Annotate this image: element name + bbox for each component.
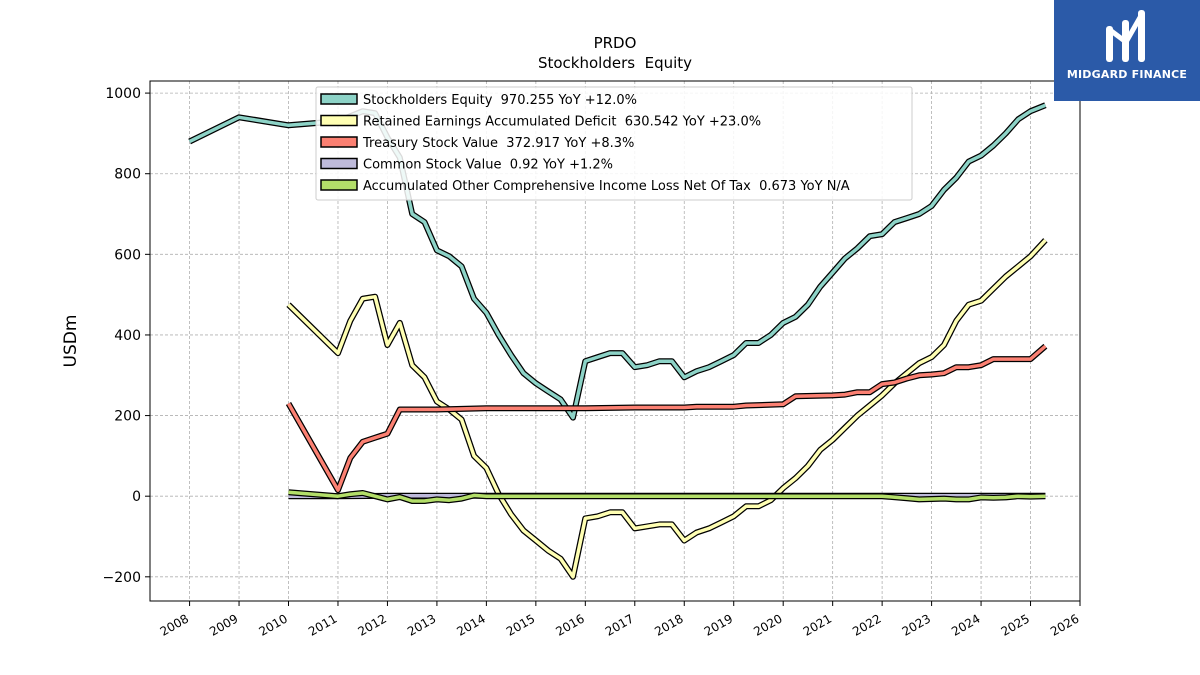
x-tick-label: 2010 bbox=[257, 611, 290, 638]
legend-swatch bbox=[320, 179, 358, 191]
x-tick-label: 2011 bbox=[306, 611, 339, 638]
legend: Stockholders Equity 970.255 YoY +12.0% Re… bbox=[315, 86, 913, 201]
legend-entry: Treasury Stock Value 372.917 YoY +8.3% bbox=[362, 136, 634, 151]
series-3 bbox=[285, 343, 1048, 494]
chart-subtitle: Stockholders Equity bbox=[538, 54, 692, 72]
series-1 bbox=[188, 102, 1047, 421]
y-tick-label: 400 bbox=[114, 328, 141, 344]
x-tick-label: 2014 bbox=[454, 611, 487, 638]
x-tick-label: 2022 bbox=[850, 611, 883, 638]
series-line bbox=[288, 490, 1046, 503]
x-tick-label: 2023 bbox=[900, 611, 933, 638]
legend-entry: Stockholders Equity 970.255 YoY +12.0% bbox=[363, 93, 637, 108]
legend-entry: Retained Earnings Accumulated Deficit 63… bbox=[363, 115, 761, 130]
legend-swatch bbox=[320, 114, 358, 127]
x-tick-label: 2016 bbox=[553, 611, 586, 638]
legend-box bbox=[315, 86, 913, 201]
legend-entry: Common Stock Value 0.92 YoY +1.2% bbox=[363, 158, 613, 173]
y-tick-label: 800 bbox=[114, 167, 141, 183]
plot-frame bbox=[149, 80, 1081, 602]
brand-name: MIDGARD FINANCE bbox=[1066, 68, 1188, 81]
legend-entry: Accumulated Other Comprehensive Income L… bbox=[363, 179, 850, 194]
x-tick-label: 2025 bbox=[999, 611, 1032, 638]
x-tick-label: 2021 bbox=[801, 611, 834, 638]
y-axis: −200 0 200 400 600 800 1000 bbox=[103, 86, 150, 586]
x-tick-label: 2009 bbox=[207, 611, 240, 638]
logo-mark-icon bbox=[1106, 10, 1145, 62]
y-axis-label: USDm bbox=[61, 315, 81, 368]
series-line bbox=[188, 103, 1047, 420]
y-tick-label: −200 bbox=[103, 570, 141, 586]
y-tick-label: 200 bbox=[114, 409, 141, 425]
series-line bbox=[286, 344, 1047, 492]
x-tick-label: 2026 bbox=[1048, 611, 1081, 638]
x-tick-label: 2015 bbox=[504, 611, 537, 638]
x-axis: 2008 2009 2010 2011 2012 2013 2014 2015 2016 2017… bbox=[158, 601, 1082, 639]
series-5 bbox=[288, 489, 1046, 504]
chart-title: PRDO bbox=[594, 34, 637, 52]
x-tick-label: 2017 bbox=[603, 611, 636, 638]
legend-swatch bbox=[320, 157, 358, 170]
y-tick-label: 600 bbox=[114, 247, 141, 263]
y-tick-label: 0 bbox=[132, 489, 141, 505]
x-tick-label: 2008 bbox=[158, 611, 191, 638]
legend-swatch bbox=[320, 136, 358, 148]
x-tick-label: 2013 bbox=[405, 611, 438, 638]
x-tick-label: 2020 bbox=[751, 611, 784, 638]
series-lines bbox=[188, 102, 1048, 580]
x-tick-label: 2018 bbox=[652, 611, 685, 638]
y-tick-label: 1000 bbox=[105, 86, 141, 102]
x-tick-label: 2024 bbox=[949, 611, 982, 638]
x-tick-label: 2012 bbox=[355, 611, 388, 638]
legend-swatch bbox=[320, 93, 358, 105]
brand-logo: MIDGARD FINANCE bbox=[1054, 0, 1200, 101]
x-tick-label: 2019 bbox=[702, 611, 735, 638]
